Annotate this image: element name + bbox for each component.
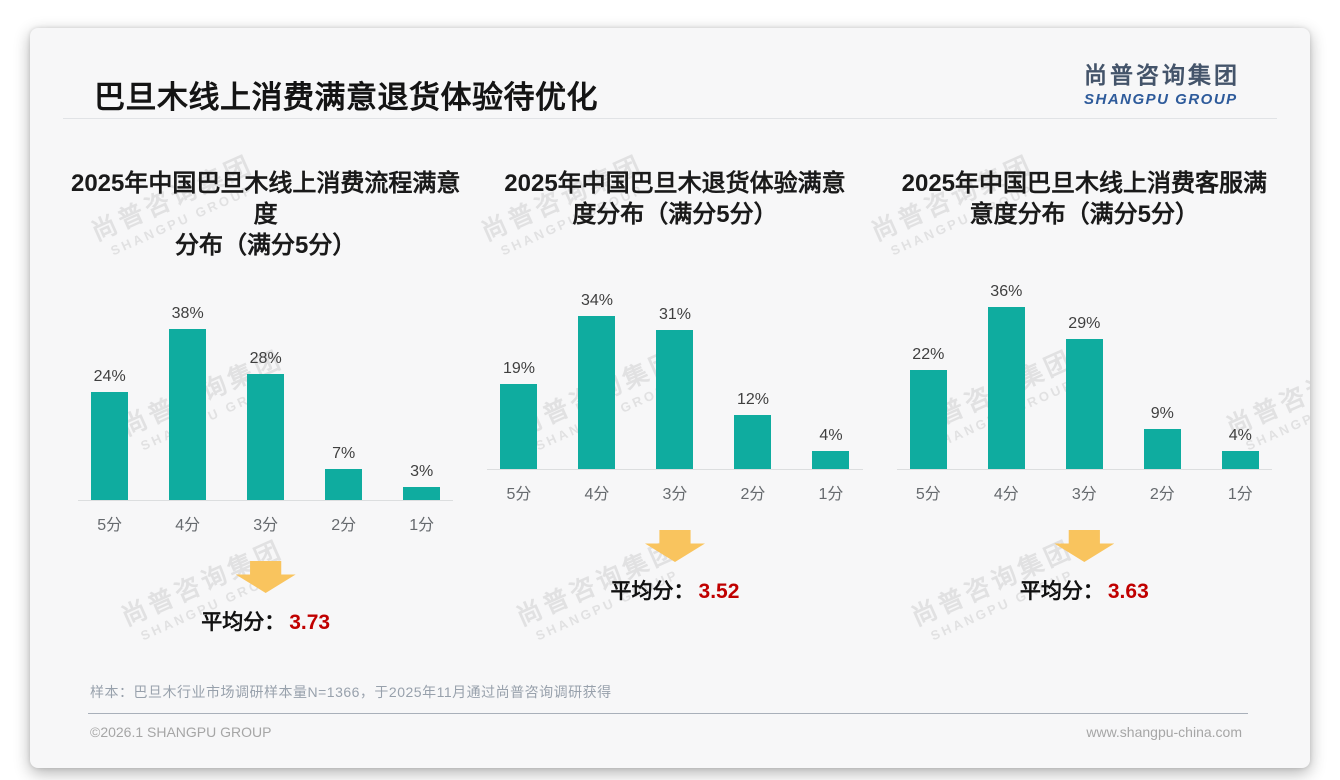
chart-x-axis: 5分 4分 3分 2分 1分 bbox=[66, 511, 465, 535]
average-value: 3.52 bbox=[698, 580, 740, 603]
bar bbox=[578, 316, 616, 469]
x-axis-tick-label: 5分 bbox=[506, 486, 532, 503]
bar-slot: 9% bbox=[1143, 404, 1181, 469]
down-arrow-icon bbox=[235, 561, 296, 593]
bar bbox=[247, 374, 285, 500]
average-label: 平均分： bbox=[610, 580, 695, 603]
down-arrow-icon bbox=[644, 530, 705, 562]
bar-slot: 36% bbox=[987, 283, 1025, 469]
bar-value-label: 12% bbox=[736, 391, 769, 408]
bar bbox=[734, 415, 772, 469]
slide-card: 尚普咨询集团 SHANGPU GROUP 尚普咨询集团 SHANGPU GROUP 尚普… bbox=[30, 28, 1310, 768]
chart-return-experience: 2025年中国巴旦木退货体验满意 度分布（满分5分） 19% 34% 31% 12% 4… bbox=[475, 168, 874, 636]
bar-value-label: 38% bbox=[171, 305, 204, 322]
bar-value-label: 24% bbox=[93, 368, 126, 385]
chart-x-axis: 5分 4分 3分 2分 1分 bbox=[885, 480, 1284, 504]
bar-value-label: 7% bbox=[332, 444, 356, 462]
bar-slot: 24% bbox=[91, 368, 129, 500]
x-axis-tick-label: 5分 bbox=[915, 486, 941, 503]
x-axis-tick-label: 3分 bbox=[662, 486, 688, 503]
average-value: 3.63 bbox=[1107, 580, 1149, 603]
x-axis-tick-label: 3分 bbox=[253, 517, 279, 534]
footer: ©2026.1 SHANGPU GROUP www.shangpu-china.… bbox=[90, 724, 1242, 740]
bar-value-label: 19% bbox=[502, 359, 535, 377]
x-axis-tick-label: 1分 bbox=[409, 517, 435, 534]
bar-value-label: 28% bbox=[249, 350, 282, 367]
chart-x-axis: 5分 4分 3分 2分 1分 bbox=[475, 480, 874, 504]
bar-slot: 3% bbox=[403, 462, 441, 500]
x-axis-tick-label: 5分 bbox=[97, 517, 123, 534]
bar bbox=[325, 468, 363, 500]
average-label: 平均分： bbox=[201, 611, 286, 634]
bar bbox=[403, 486, 441, 500]
bar-slot: 19% bbox=[500, 359, 538, 469]
average-label: 平均分： bbox=[1019, 580, 1104, 603]
bar-slot: 31% bbox=[656, 305, 694, 469]
bar-slot: 4% bbox=[812, 427, 850, 469]
logo-chinese-name: 尚普咨询集团 bbox=[1084, 62, 1240, 88]
bar-slot: 34% bbox=[578, 292, 616, 469]
chart-customer-service: 2025年中国巴旦木线上消费客服满 意度分布（满分5分） 22% 36% 29% 9%… bbox=[885, 168, 1284, 636]
bar bbox=[500, 383, 538, 469]
slide-header: 巴旦木线上消费满意退货体验待优化 尚普咨询集团 SHANGPU GROUP bbox=[30, 28, 1310, 120]
bar-slot: 12% bbox=[734, 391, 772, 469]
average-score: 平均分： 3.52 bbox=[475, 575, 874, 605]
chart-title: 2025年中国巴旦木线上消费流程满意度 分布（满分5分） bbox=[70, 170, 461, 259]
average-score: 平均分： 3.63 bbox=[885, 575, 1284, 605]
down-arrow-icon bbox=[1054, 530, 1115, 562]
company-logo: 尚普咨询集团 SHANGPU GROUP bbox=[1084, 56, 1240, 108]
bar-slot: 29% bbox=[1065, 314, 1103, 469]
bar-value-label: 3% bbox=[410, 462, 434, 480]
footer-divider bbox=[88, 713, 1248, 714]
x-axis-tick-label: 2分 bbox=[740, 486, 766, 503]
bar-value-label: 31% bbox=[658, 305, 691, 323]
bar bbox=[1143, 428, 1181, 469]
bar bbox=[987, 307, 1025, 469]
chart-process-satisfaction: 2025年中国巴旦木线上消费流程满意度 分布（满分5分） 24% 38% 28% 7%… bbox=[66, 168, 465, 636]
chart-plot-area: 24% 38% 28% 7% 3% bbox=[77, 287, 454, 501]
bar bbox=[1065, 338, 1103, 469]
bar-value-label: 4% bbox=[819, 427, 843, 444]
page-title: 巴旦木线上消费满意退货体验待优化 bbox=[94, 80, 598, 115]
bar-value-label: 36% bbox=[990, 283, 1023, 300]
website-url: www.shangpu-china.com bbox=[1086, 724, 1242, 740]
bar bbox=[812, 451, 850, 469]
bar-slot: 28% bbox=[247, 350, 285, 500]
x-axis-tick-label: 4分 bbox=[584, 486, 610, 503]
bar-value-label: 34% bbox=[580, 292, 613, 309]
bar-value-label: 29% bbox=[1068, 314, 1101, 332]
header-divider bbox=[63, 118, 1277, 119]
bar-slot: 22% bbox=[909, 346, 947, 469]
x-axis-tick-label: 4分 bbox=[993, 486, 1019, 503]
copyright-text: ©2026.1 SHANGPU GROUP bbox=[90, 724, 272, 740]
chart-title: 2025年中国巴旦木退货体验满意 度分布（满分5分） bbox=[504, 170, 846, 228]
x-axis-tick-label: 3分 bbox=[1071, 486, 1097, 503]
chart-plot-area: 19% 34% 31% 12% 4% bbox=[487, 256, 863, 470]
sample-note: 样本：巴旦木行业市场调研样本量N=1366，于2025年11月通过尚普咨询调研获… bbox=[90, 684, 612, 700]
bar-slot: 4% bbox=[1221, 427, 1259, 469]
x-axis-tick-label: 2分 bbox=[1149, 486, 1175, 503]
bar-value-label: 4% bbox=[1228, 427, 1252, 444]
bar bbox=[1221, 451, 1259, 469]
bar-value-label: 9% bbox=[1150, 404, 1174, 422]
bar-slot: 7% bbox=[325, 444, 363, 500]
bar bbox=[169, 329, 207, 500]
charts-row: 2025年中国巴旦木线上消费流程满意度 分布（满分5分） 24% 38% 28% 7%… bbox=[30, 120, 1310, 636]
bar bbox=[656, 329, 694, 469]
bar-value-label: 22% bbox=[912, 346, 945, 363]
x-axis-tick-label: 1分 bbox=[818, 486, 844, 503]
x-axis-tick-label: 4分 bbox=[175, 517, 201, 534]
bar-slot: 38% bbox=[169, 305, 207, 500]
chart-title: 2025年中国巴旦木线上消费客服满 意度分布（满分5分） bbox=[901, 170, 1268, 228]
average-score: 平均分： 3.73 bbox=[66, 606, 465, 636]
average-value: 3.73 bbox=[289, 611, 331, 634]
x-axis-tick-label: 2分 bbox=[331, 517, 357, 534]
chart-plot-area: 22% 36% 29% 9% 4% bbox=[896, 256, 1272, 470]
x-axis-tick-label: 1分 bbox=[1227, 486, 1253, 503]
bar bbox=[909, 370, 947, 469]
bar bbox=[91, 392, 129, 500]
logo-english-name: SHANGPU GROUP bbox=[1084, 91, 1238, 108]
